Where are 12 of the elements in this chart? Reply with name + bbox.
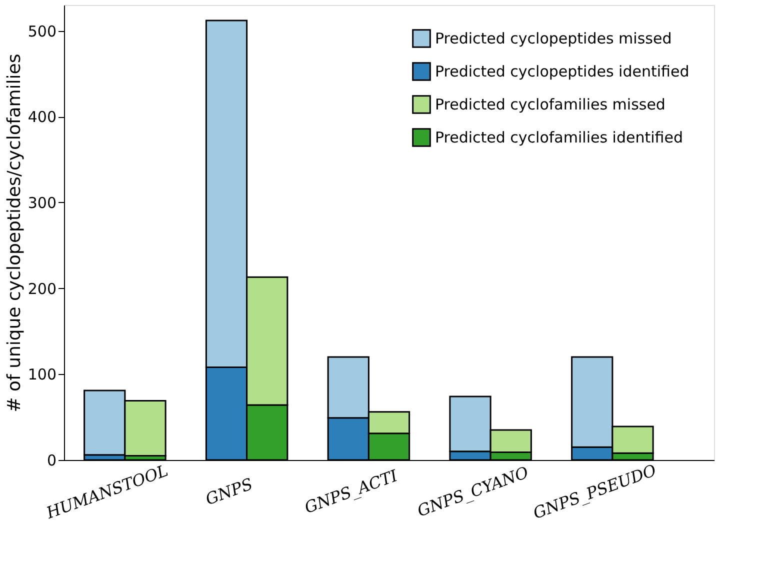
y-tick-label: 400 <box>28 108 56 126</box>
y-tick-label: 300 <box>28 194 56 212</box>
y-tick-label: 100 <box>28 366 56 384</box>
legend-label: Predicted cyclofamilies missed <box>435 96 666 114</box>
legend-label: Predicted cyclofamilies identified <box>435 128 683 146</box>
y-axis-title: # of unique cyclopeptides/cyclofamilies <box>4 54 25 412</box>
y-tick-label: 200 <box>28 280 56 298</box>
y-tick-label: 0 <box>46 452 56 470</box>
legend-label: Predicted cyclopeptides missed <box>435 30 672 48</box>
x-tick-label: GNPS <box>203 474 256 509</box>
y-tick-label: 500 <box>28 22 56 40</box>
legend-label: Predicted cyclopeptides identified <box>435 62 690 80</box>
